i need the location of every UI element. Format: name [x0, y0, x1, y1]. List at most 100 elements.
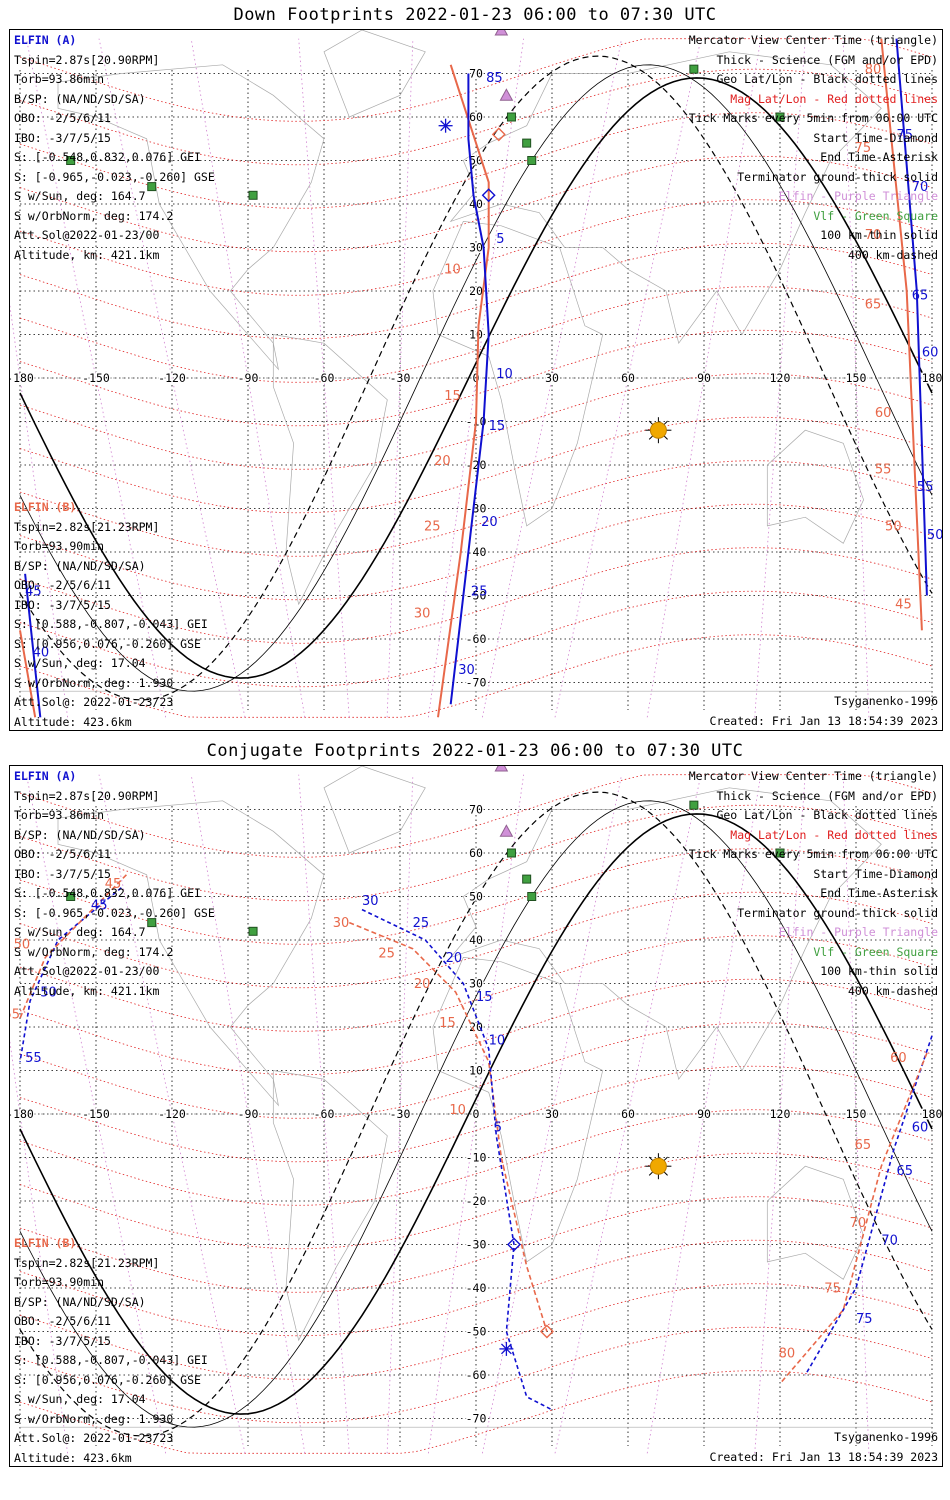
mag-lat-line — [19, 199, 933, 296]
lat-tick-label: 70 — [469, 67, 483, 81]
elfin-b-info-line: S: [0.956,0.076,-0.260] GSE — [14, 1372, 201, 1387]
elfin-b-tick-label: 45 — [895, 598, 912, 613]
elfin-b-track — [437, 64, 490, 718]
elfin-b-tick-label: 15 — [444, 389, 461, 404]
mag-lat-line — [19, 503, 933, 601]
elfin-b-info-line: Torb=93.90min — [14, 1275, 105, 1289]
elfin-a-tick-label: 45 — [25, 585, 42, 600]
lon-tick-label: -90 — [238, 371, 259, 385]
vlf-station-icon — [522, 138, 532, 148]
lon-tick-label: -60 — [314, 1107, 335, 1121]
elfin-b-info-line: S: [0.588,-0.807,-0.043] GEI — [14, 1353, 208, 1367]
elfin-a-tick-label: 5 — [494, 1120, 502, 1135]
lon-tick-label: -30 — [390, 1107, 411, 1121]
lat-tick-label: 20 — [469, 1020, 483, 1034]
vlf-station-icon — [775, 848, 785, 858]
mag-lat-line — [19, 155, 933, 253]
elfin-b-tick-label: 80 — [779, 1347, 796, 1362]
elfin-a-tick-label: 30 — [362, 894, 379, 909]
model-credit: Tsyganenko-1996 — [834, 694, 938, 708]
vlf-station-icon — [522, 874, 532, 884]
coastline — [432, 957, 604, 1263]
elfin-a-tick-label: 30 — [458, 663, 475, 678]
elfin-a-info-line: Tspin=2.87s[20.90RPM] — [14, 52, 160, 67]
lon-tick-label: 30 — [545, 1107, 559, 1121]
legend-item: Mag Lat/Lon - Red dotted lines — [730, 827, 938, 842]
mag-lat-line — [19, 1109, 933, 1206]
coastline — [432, 221, 604, 527]
created-timestamp: Created: Fri Jan 13 18:54:39 2023 — [709, 1450, 938, 1464]
elfin-b-info-line: S: [0.588,-0.807,-0.043] GEI — [14, 617, 208, 631]
elfin-a-end-asterisk-icon — [440, 120, 452, 132]
elfin-a-info-line: Altitude, km: 421.1km — [14, 247, 160, 262]
elfin-b-info-line: S w/OrbNorm, deg: 1.930 — [14, 1411, 174, 1426]
elfin-ground-triangle-icon — [499, 88, 514, 101]
lat-tick-label: -50 — [466, 1325, 487, 1339]
lon-tick-label: 90 — [697, 371, 711, 385]
elfin-b-info-line: IBO: -3/7/5/15 — [14, 1333, 111, 1348]
lon-tick-label: 60 — [621, 1107, 635, 1121]
elfin-b-tick-label: 50 — [14, 938, 31, 953]
mag-lat-line — [19, 590, 933, 688]
elfin-a-info-line: S: [-0.965,-0.023,-0.260] GSE — [14, 169, 215, 184]
elfin-b-tick-label: 10 — [449, 1103, 466, 1118]
elfin-b-tick-label: 80 — [865, 63, 882, 78]
lat-tick-label: -20 — [466, 1194, 487, 1208]
elfin-b-tick-label: 65 — [865, 297, 882, 312]
mag-lat-line — [19, 1239, 933, 1337]
elfin-b-info-line: IBO: -3/7/5/15 — [14, 597, 111, 612]
elfin-a-tick-label: 40 — [33, 645, 50, 660]
elfin-a-tick-label: 25 — [413, 916, 430, 931]
elfin-a-tick-label: 50 — [40, 986, 57, 1001]
mag-lon-line — [10, 1039, 68, 1454]
lat-tick-label: 60 — [469, 110, 483, 124]
legend-item: 100 km-thin solid — [820, 964, 938, 978]
elfin-a-info-line: IBO: -3/7/5/15 — [14, 866, 111, 881]
lat-tick-label: 10 — [469, 328, 483, 342]
lon-tick-label: -90 — [238, 1107, 259, 1121]
coastline — [57, 800, 325, 1107]
lat-tick-label: -70 — [466, 1412, 487, 1426]
mag-lon-line — [428, 774, 524, 1454]
vlf-station-icon — [527, 156, 537, 165]
lat-tick-label: 0 — [473, 371, 480, 385]
elfin-b-start-diamond-icon — [539, 1324, 554, 1339]
elfin-b-tick-label: 10 — [444, 263, 461, 278]
legend-item: End Time-Asterisk — [820, 150, 938, 164]
coastline — [323, 766, 426, 854]
vlf-station-icon — [527, 892, 537, 901]
elfin-b-info: ELFIN (B) Tspin=2.82s[21.23RPM] Torb=93.90… — [14, 498, 208, 730]
elfin-a-info-line: S w/OrbNorm, deg: 174.2 — [14, 944, 174, 959]
top-title: Down Footprints 2022-01-23 06:00 to 07:3… — [233, 5, 717, 25]
elfin-a-track-east — [804, 1035, 933, 1376]
lat-tick-label: 50 — [469, 890, 483, 904]
elfin-a-tick-label: 20 — [481, 515, 498, 530]
elfin-a-start-diamond-icon — [507, 1237, 521, 1252]
elfin-ground-triangle-icon — [499, 824, 514, 837]
elfin-a-tick-label: 15 — [489, 419, 506, 434]
elfin-b-tick-label: 65 — [855, 1138, 872, 1153]
elfin-a-info-line: Torb=93.86min — [14, 72, 105, 86]
legend-item: Elfin - Purple Triangle — [778, 189, 938, 203]
mag-lon-line — [482, 38, 622, 718]
mag-lon-line — [842, 774, 870, 1454]
mag-lat-line — [19, 1152, 933, 1250]
elfin-a-info-line: IBO: -3/7/5/15 — [14, 130, 111, 145]
elfin-b-info-line: S w/Sun, deg: 17.04 — [14, 1392, 146, 1406]
lat-tick-label: 10 — [469, 1064, 483, 1078]
vlf-station-icon — [689, 800, 699, 810]
elfin-a-tick-label: 70 — [912, 180, 929, 195]
lat-tick-label: -50 — [466, 589, 487, 603]
lon-tick-label: -120 — [158, 1107, 186, 1121]
elfin-a-track-west — [24, 573, 42, 718]
elfin-b-header: ELFIN (B) — [14, 1236, 77, 1250]
mag-lat-line — [19, 891, 933, 989]
elfin-b-info-line: S: [0.956,0.076,-0.260] GSE — [14, 636, 201, 651]
legend: Mercator View Center Time (triangle) Thic… — [689, 767, 938, 1001]
elfin-a-info: ELFIN (A) Tspin=2.87s[20.90RPM] Torb=93.86… — [14, 31, 215, 265]
elfin-a-info-line: Att.Sol@2022-01-23/00 — [14, 228, 160, 242]
mag-lat-line — [19, 1065, 933, 1163]
lon-tick-label: -60 — [314, 371, 335, 385]
elfin-a-tick-label: 15 — [476, 990, 493, 1005]
elfin-a-tick-label: 25 — [471, 585, 488, 600]
